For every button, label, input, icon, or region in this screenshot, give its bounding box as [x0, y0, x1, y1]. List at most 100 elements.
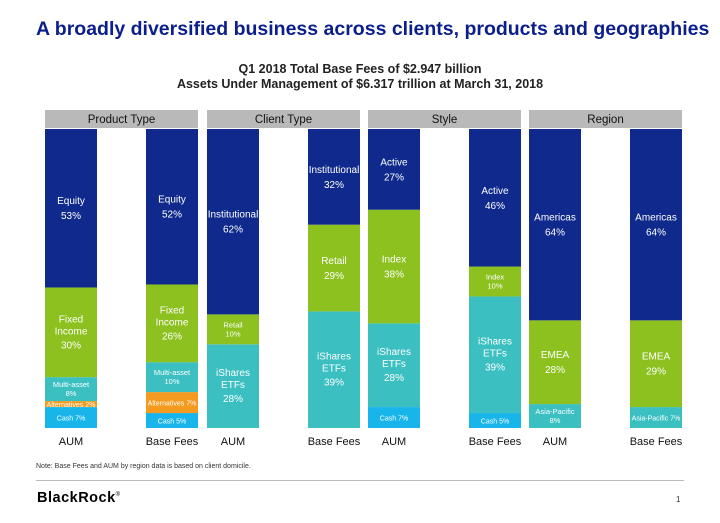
category-tick-label: AUM	[382, 436, 406, 448]
bar-segment-retail	[207, 314, 259, 345]
segment-label: Cash 7%	[380, 416, 408, 423]
segment-label: ETFs	[483, 349, 507, 360]
segment-label: iShares	[216, 368, 250, 379]
chart-subtitle-aum: Assets Under Management of $6.317 trilli…	[176, 77, 544, 91]
segment-label: Cash 7%	[57, 416, 85, 423]
segment-value: 10%	[487, 281, 502, 290]
bar-segment-ishares-etfs	[207, 344, 259, 428]
segment-label: Cash 5%	[481, 419, 509, 426]
bar-segment-multi-asset	[146, 362, 198, 393]
bar-segment-active	[368, 129, 420, 210]
bar-segment-institutional	[207, 129, 259, 315]
bar-segment-ishares-etfs	[368, 323, 420, 408]
page-title: A broadly diversified business across cl…	[36, 18, 710, 40]
bar-segment-cash	[368, 407, 420, 428]
segment-label: Multi-asset	[154, 368, 191, 377]
panel-header-client-type	[207, 110, 360, 128]
segment-value: 52%	[162, 210, 182, 221]
segment-label: EMEA	[642, 352, 671, 363]
category-tick-label: Base Fees	[308, 436, 361, 448]
category-tick-label: AUM	[59, 436, 83, 448]
segment-value: 28%	[545, 365, 565, 376]
segment-label: Cash 5%	[158, 419, 186, 426]
category-tick-label: AUM	[543, 436, 567, 448]
footer-divider	[36, 480, 684, 481]
category-tick-label: AUM	[221, 436, 245, 448]
bar-segment-cash	[469, 413, 521, 428]
segment-label: EMEA	[541, 350, 570, 361]
segment-label: Institutional	[309, 165, 360, 176]
category-tick-label: Base Fees	[469, 436, 522, 448]
logo-text: BlackRock	[37, 490, 116, 506]
bar-segment-emea	[630, 320, 682, 408]
bar-segment-emea	[529, 320, 581, 405]
segment-label: iShares	[478, 337, 512, 348]
segment-value: 53%	[61, 211, 81, 222]
segment-label: ETFs	[382, 359, 406, 370]
segment-value: 39%	[485, 363, 505, 374]
segment-value: 28%	[223, 394, 243, 405]
logo-registered-mark: ®	[115, 492, 121, 499]
category-tick-label: Base Fees	[146, 436, 199, 448]
segment-label: Institutional	[208, 210, 259, 221]
bar-segment-index	[368, 209, 420, 324]
segment-label: iShares	[317, 352, 351, 363]
segment-value: 64%	[646, 228, 666, 239]
panel-header-style	[368, 110, 521, 128]
segment-label: Fixed	[160, 305, 184, 316]
bar-segment-multi-asset	[45, 377, 97, 402]
segment-label: ETFs	[322, 364, 346, 375]
segment-label: Alternatives 7%	[148, 401, 197, 408]
segment-value: 8%	[66, 389, 77, 398]
segment-value: 10%	[164, 377, 179, 386]
segment-label: Americas	[635, 213, 677, 224]
panel-header-label: Region	[587, 114, 623, 126]
segment-label: Multi-asset	[53, 380, 90, 389]
segment-label: Asia-Pacific 7%	[632, 416, 681, 423]
segment-value: 27%	[384, 172, 404, 183]
page-number: 1	[676, 495, 681, 504]
segment-value: 38%	[384, 270, 404, 281]
panel-header-region	[529, 110, 682, 128]
segment-label: Income	[55, 326, 88, 337]
segment-value: 32%	[324, 180, 344, 191]
bar-segment-alternatives	[146, 392, 198, 414]
bar-segment-institutional	[308, 129, 360, 225]
segment-value: 26%	[162, 331, 182, 342]
segment-label: Equity	[57, 196, 85, 207]
panel-header-product-type	[45, 110, 198, 128]
segment-value: 8%	[550, 416, 561, 425]
segment-value: 29%	[324, 271, 344, 282]
segment-label: Active	[380, 157, 408, 168]
segment-label: Income	[156, 317, 189, 328]
segment-value: 30%	[61, 340, 81, 351]
bar-segment-index	[469, 266, 521, 297]
bar-segment-active	[469, 129, 521, 267]
footnote: Note: Base Fees and AUM by region data i…	[36, 463, 251, 470]
bar-segment-retail	[308, 224, 360, 312]
segment-value: 46%	[485, 201, 505, 212]
bar-segment-fixed-income	[146, 284, 198, 363]
bar-segment-cash	[45, 407, 97, 428]
segment-label: Fixed	[59, 314, 83, 325]
bar-segment-alternatives	[45, 401, 97, 408]
segment-label: Americas	[534, 213, 576, 224]
panel-header-label: Style	[432, 114, 458, 126]
segment-value: 39%	[324, 378, 344, 389]
blackrock-logo: BlackRock®	[37, 490, 121, 506]
bar-segment-ishares-etfs	[308, 311, 360, 428]
segment-label: iShares	[377, 347, 411, 358]
segment-label: Index	[382, 255, 406, 266]
bar-segment-equity	[146, 129, 198, 285]
segment-label: Retail	[223, 320, 243, 329]
bar-segment-ishares-etfs	[469, 296, 521, 414]
category-tick-label: Base Fees	[630, 436, 683, 448]
bar-segment-americas	[630, 129, 682, 321]
segment-value: 64%	[545, 228, 565, 239]
panel-header-label: Product Type	[88, 114, 156, 126]
segment-label: Alternatives 2%	[47, 402, 96, 409]
chart-subtitle-fees: Q1 2018 Total Base Fees of $2.947 billio…	[238, 62, 482, 76]
bar-segment-asia-pacific	[529, 404, 581, 428]
segment-label: Equity	[158, 195, 186, 206]
